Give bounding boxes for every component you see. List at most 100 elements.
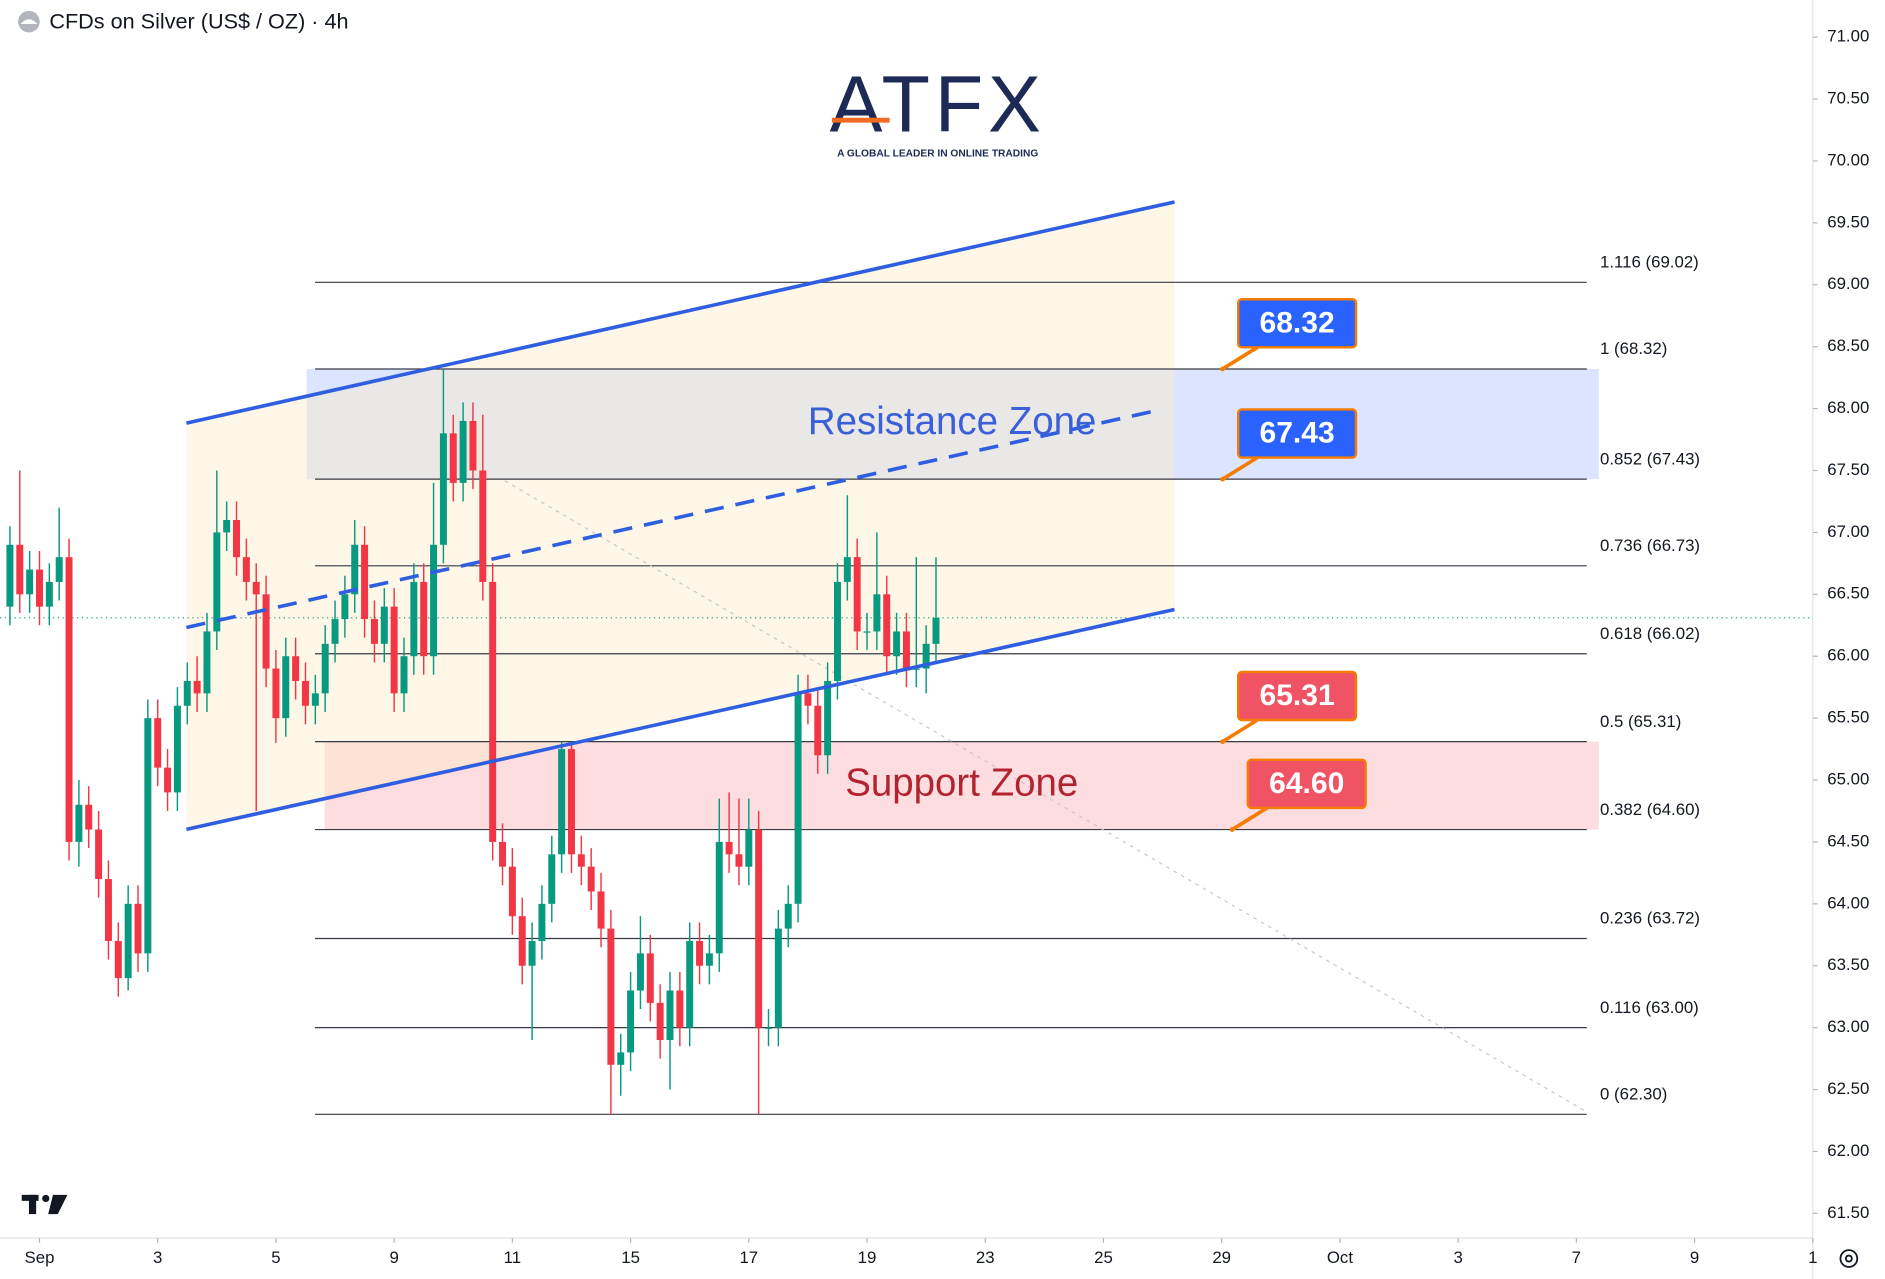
chart-title: CFDs on Silver (US$ / OZ) · 4h: [49, 9, 348, 34]
x-tick-label: 3: [1453, 1248, 1462, 1267]
x-tick-label: 15: [621, 1248, 640, 1267]
candle-body: [676, 990, 684, 1028]
candle-body: [774, 928, 782, 1028]
channel-upper: [186, 200, 1175, 425]
y-tick-label: 63.00: [1827, 1017, 1869, 1036]
candle-body: [814, 705, 822, 756]
candle-body: [686, 940, 694, 1028]
fib-layer: 1.116 (69.02) 1 (68.32) 0.852 (67.43) 0.736…: [0, 252, 1813, 1115]
channel-lower: [186, 607, 1175, 832]
candle-body: [65, 557, 73, 842]
candle-body: [95, 829, 103, 880]
candle-body: [893, 631, 901, 657]
callout-pointer: [1221, 455, 1259, 481]
candle-body: [912, 668, 920, 670]
candle-body: [567, 749, 575, 855]
candle-body: [696, 940, 704, 966]
candle-body: [6, 544, 14, 607]
candle-body: [400, 656, 408, 694]
candle-body: [883, 594, 891, 657]
y-tick-label: 68.50: [1827, 336, 1869, 355]
y-tick-label: 62.50: [1827, 1079, 1869, 1098]
candle-body: [538, 903, 546, 941]
x-tick-label: 9: [1690, 1248, 1699, 1267]
y-tick-label: 61.50: [1827, 1203, 1869, 1222]
y-tick-label: 62.00: [1827, 1141, 1869, 1160]
zone-label: Resistance Zone: [808, 400, 1097, 443]
y-tick-label: 67.00: [1827, 522, 1869, 541]
callout-pointer: [1221, 345, 1259, 371]
candle-body: [154, 718, 162, 768]
candle-body: [587, 866, 595, 892]
candle-body: [853, 557, 861, 632]
symbol-icon-shape: [20, 19, 38, 25]
projection-line: [504, 480, 1588, 1113]
y-tick-label: 69.00: [1827, 274, 1869, 293]
fib-label: 0.116 (63.00): [1600, 998, 1699, 1017]
candle-body: [410, 581, 418, 657]
candle-body: [597, 891, 605, 929]
candle-body: [922, 643, 930, 669]
fib-label: 0 (62.30): [1600, 1085, 1667, 1104]
candle-body: [932, 617, 940, 644]
candle-body: [459, 420, 467, 483]
y-tick-label: 65.50: [1827, 708, 1869, 727]
fib-label: 0.382 (64.60): [1600, 800, 1700, 819]
y-tick-label: 68.00: [1827, 398, 1869, 417]
logo-tagline: A GLOBAL LEADER IN ONLINE TRADING: [837, 149, 1038, 160]
candle-body: [715, 841, 723, 954]
candle-body: [666, 990, 674, 1041]
candle-body: [292, 656, 300, 681]
zone-label: Support Zone: [845, 762, 1078, 805]
callout-box: [1237, 408, 1358, 459]
candle-body: [873, 594, 881, 632]
candle-body: [499, 841, 507, 867]
candle-body: [361, 544, 369, 620]
candle-body: [636, 953, 644, 991]
candle-body: [370, 619, 378, 644]
x-tick-label: 7: [1572, 1248, 1581, 1267]
zones-layer: [306, 368, 1599, 830]
settings-icon[interactable]: [1839, 1249, 1859, 1268]
candle-body: [134, 903, 142, 954]
candle-body: [351, 544, 359, 595]
candle-body: [124, 903, 132, 979]
channel-mid: [186, 409, 1155, 630]
candle-body: [390, 606, 398, 694]
candle-body: [282, 656, 290, 719]
y-tick-label: 65.00: [1827, 769, 1869, 788]
candle-body: [272, 668, 280, 719]
candle-body: [262, 594, 270, 669]
candles-layer: [6, 368, 940, 1115]
candle-body: [164, 767, 172, 793]
candle-body: [784, 903, 792, 929]
x-tick-label: 29: [1212, 1248, 1231, 1267]
candle-body: [528, 940, 536, 966]
candle-body: [656, 1002, 664, 1041]
x-tick-label: 5: [271, 1248, 280, 1267]
callout-box: [1246, 758, 1367, 810]
y-tick-label: 70.00: [1827, 150, 1869, 169]
candle-body: [341, 594, 349, 620]
fib-label: 0.618 (66.02): [1600, 624, 1700, 643]
candle-body: [223, 520, 231, 533]
x-tick-label: 23: [976, 1248, 995, 1267]
callout-label: 67.43: [1260, 417, 1335, 450]
candle-body: [449, 433, 457, 483]
candle-body: [765, 1027, 772, 1029]
candle-body: [794, 693, 802, 904]
candle-body: [301, 680, 309, 706]
fib-label: 1 (68.32): [1600, 339, 1667, 358]
candle-body: [85, 804, 93, 830]
zone: [306, 368, 1599, 480]
callout-box: [1237, 298, 1358, 349]
y-tick-label: 70.50: [1827, 88, 1869, 107]
candle-body: [725, 841, 733, 855]
y-tick-label: 64.00: [1827, 893, 1869, 912]
candle-body: [607, 928, 615, 1065]
fib-label: 0.5 (65.31): [1600, 712, 1681, 731]
tv-logo: [21, 1194, 68, 1215]
candle-body: [114, 940, 122, 979]
candle-body: [548, 854, 556, 904]
